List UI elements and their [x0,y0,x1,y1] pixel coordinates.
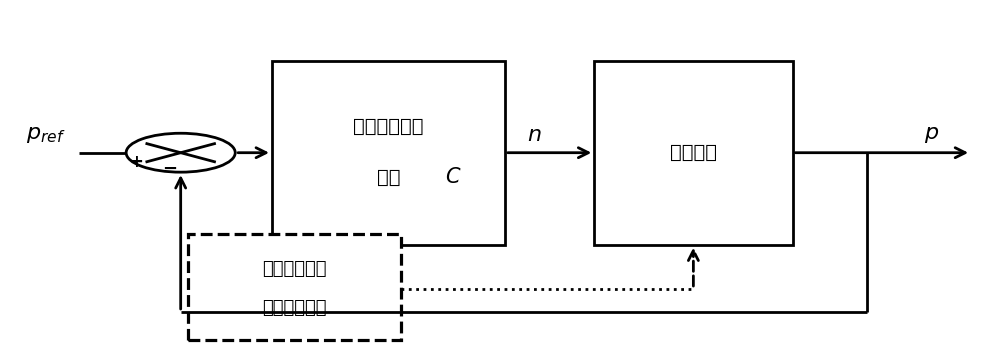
Bar [594,61,793,245]
Text: 泵流式真空控: 泵流式真空控 [353,117,424,136]
Text: $n$: $n$ [527,125,542,145]
Circle shape [126,133,235,172]
Text: 海水温度、工: 海水温度、工 [262,260,326,278]
Text: 制器: 制器 [377,168,400,187]
Text: −: − [162,160,177,178]
Bar [188,234,401,340]
Text: +: + [129,152,143,171]
Text: $p$: $p$ [924,125,939,145]
Bar [272,61,505,245]
Text: $p_{ref}$: $p_{ref}$ [26,125,66,145]
Text: 况等各类干扰: 况等各类干扰 [262,299,326,317]
Text: $\mathit{C}$: $\mathit{C}$ [445,168,461,188]
Text: 冷却系统: 冷却系统 [670,143,717,162]
